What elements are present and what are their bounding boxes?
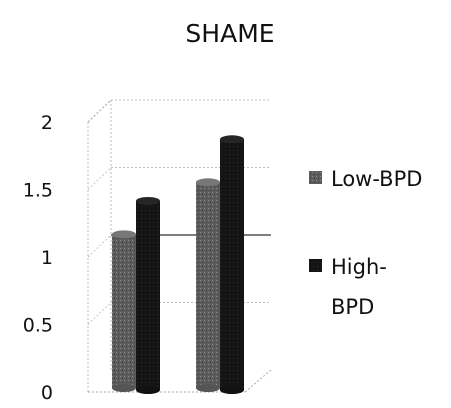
bar-high-bpd bbox=[220, 135, 244, 394]
floor-right-edge bbox=[244, 369, 272, 393]
y-tick-label: 1.5 bbox=[23, 180, 53, 202]
bar-low-bpd bbox=[196, 178, 220, 392]
bar-base bbox=[136, 386, 160, 394]
grid-line-depth bbox=[87, 302, 112, 325]
bar-base bbox=[196, 384, 220, 392]
plot-area: 0 0.5 1 1.5 2 bbox=[23, 99, 272, 404]
legend: Low-BPD High- BPD bbox=[309, 167, 422, 319]
bar-cap bbox=[112, 230, 136, 239]
legend-swatch bbox=[309, 171, 322, 184]
y-tick-label: 0 bbox=[41, 382, 53, 404]
bar-body bbox=[220, 139, 244, 390]
bar-cap bbox=[136, 196, 160, 205]
grid-line-depth bbox=[87, 234, 112, 258]
bar-high-bpd bbox=[136, 196, 160, 394]
legend-item-low-bpd: Low-BPD bbox=[309, 167, 422, 191]
bar-low-bpd bbox=[112, 230, 136, 392]
bar-base bbox=[112, 384, 136, 392]
y-tick-label: 2 bbox=[41, 112, 53, 134]
legend-item-high-bpd: High- BPD bbox=[309, 255, 387, 319]
y-tick-label: 1 bbox=[41, 247, 53, 269]
top-left-edge bbox=[87, 99, 112, 123]
bar-body bbox=[196, 182, 220, 388]
legend-swatch bbox=[309, 259, 322, 272]
bar-body bbox=[112, 234, 136, 388]
bar-base bbox=[220, 386, 244, 394]
legend-label: Low-BPD bbox=[331, 167, 422, 191]
legend-label: High- bbox=[331, 255, 387, 279]
bar-body bbox=[136, 200, 160, 390]
grid-line-depth bbox=[87, 167, 112, 190]
y-tick-label: 0.5 bbox=[23, 315, 53, 337]
chart-title: SHAME bbox=[185, 19, 274, 48]
bar-cap bbox=[220, 135, 244, 144]
legend-label: BPD bbox=[331, 295, 374, 319]
bar-cap bbox=[196, 178, 220, 187]
